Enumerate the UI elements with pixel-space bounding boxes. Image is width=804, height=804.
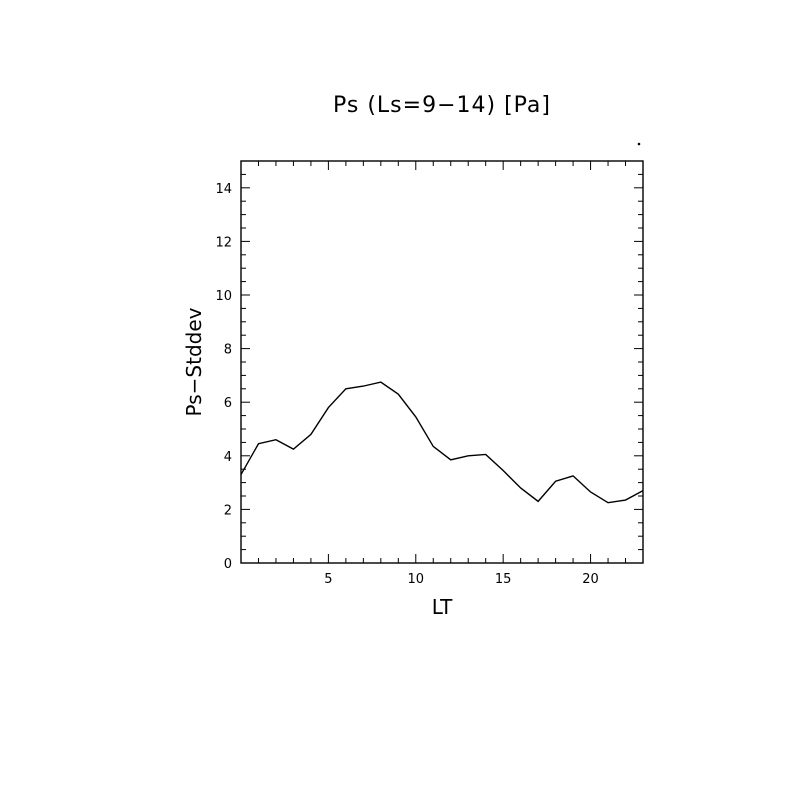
x-tick-label: 15 [495, 572, 512, 587]
y-axis-label: Ps−Stddev [182, 307, 206, 416]
x-axis-label: LT [432, 595, 453, 619]
x-tick-label: 20 [582, 572, 599, 587]
y-axis-ticks [241, 160, 643, 564]
chart-title: Ps (Ls=9−14) [Pa] [333, 93, 551, 118]
y-axis-tick-labels: 0 2 4 6 8 10 12 14 [215, 182, 232, 572]
x-axis-tick-labels: 5 10 15 20 [324, 572, 599, 587]
series-line [240, 381, 644, 504]
y-tick-label: 14 [215, 182, 232, 197]
y-tick-label: 4 [224, 450, 232, 465]
y-tick-label: 0 [224, 557, 232, 572]
x-tick-label: 10 [408, 572, 425, 587]
x-tick-label: 5 [324, 572, 332, 587]
y-tick-label: 2 [224, 503, 232, 518]
x-axis-ticks [240, 161, 644, 563]
plot-frame [240, 160, 644, 564]
y-tick-label: 12 [215, 235, 232, 250]
y-tick-label: 6 [224, 396, 232, 411]
y-tick-label: 10 [215, 289, 232, 304]
y-tick-label: 8 [224, 343, 232, 358]
corner-dot [637, 142, 641, 146]
